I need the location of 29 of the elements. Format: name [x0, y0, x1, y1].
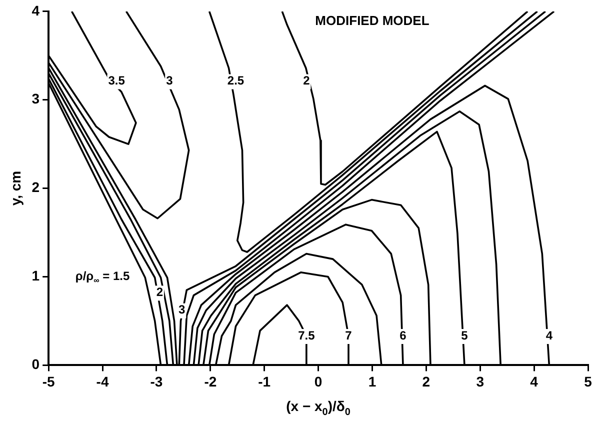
- x-tick-label: 1: [368, 373, 376, 390]
- annotation: 6: [400, 328, 407, 342]
- x-tick-label: -4: [96, 373, 109, 390]
- annotation: 5: [461, 328, 468, 342]
- annotation: 2: [303, 74, 310, 88]
- annotation: 2: [156, 284, 164, 299]
- y-tick-label: 3: [32, 90, 40, 107]
- x-tick-label: 2: [422, 373, 430, 390]
- y-tick-label: 0: [32, 356, 40, 372]
- y-tick-label: 1: [32, 268, 40, 284]
- x-tick-label: -3: [150, 373, 163, 390]
- annotation: ρ/ρ∞ = 1.5: [75, 269, 130, 286]
- y-tick-label: 2: [32, 179, 40, 196]
- annotation: 3.5: [108, 74, 126, 88]
- annotation: 7.5: [298, 328, 316, 342]
- annotation: 3: [166, 74, 174, 88]
- y-axis-title: y, cm: [7, 170, 24, 206]
- x-tick-label: -5: [42, 373, 56, 390]
- x-tick-label: -2: [204, 373, 217, 390]
- chart-title: MODIFIED MODEL: [315, 12, 430, 28]
- x-tick-label: 4: [530, 373, 538, 390]
- x-tick-label: 0: [314, 373, 322, 390]
- annotation: 3: [178, 302, 186, 317]
- annotation: 4: [546, 328, 553, 342]
- x-tick-label: 3: [476, 373, 484, 390]
- annotation: 2.5: [227, 74, 244, 88]
- x-tick-label: 5: [584, 373, 592, 390]
- x-tick-label: -1: [258, 373, 271, 390]
- y-tick-label: 4: [32, 2, 40, 18]
